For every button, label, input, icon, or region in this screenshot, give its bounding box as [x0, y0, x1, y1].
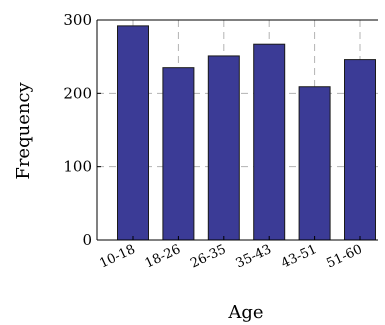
x-ticks: 10-18 18-26 26-35 35-43 43-51 51-60 — [97, 236, 365, 271]
x-tick-label: 10-18 — [97, 242, 137, 271]
y-tick-label: 300 — [63, 11, 92, 29]
bar-26-35 — [207, 55, 240, 241]
x-tick-label: 51-60 — [324, 242, 364, 271]
bar-43-51 — [298, 86, 331, 241]
y-axis-label: Frequency — [13, 81, 34, 179]
bars — [117, 25, 376, 241]
y-tick-label: 100 — [63, 158, 92, 176]
axes — [96, 19, 378, 241]
bar-18-26 — [162, 67, 195, 241]
y-tick-label: 200 — [63, 84, 92, 102]
x-tick-label: 26-35 — [188, 242, 228, 271]
x-axis-label: Age — [227, 302, 263, 323]
bar-35-43 — [253, 43, 286, 241]
x-tick-label: 35-43 — [234, 242, 274, 271]
bar-51-60 — [344, 59, 376, 241]
y-tick-label: 0 — [82, 231, 92, 249]
y-ticks: 0 100 200 300 — [63, 11, 101, 249]
bar-10-18 — [117, 25, 149, 241]
x-tick-label: 18-26 — [143, 242, 183, 271]
x-tick-label: 43-51 — [279, 242, 319, 271]
